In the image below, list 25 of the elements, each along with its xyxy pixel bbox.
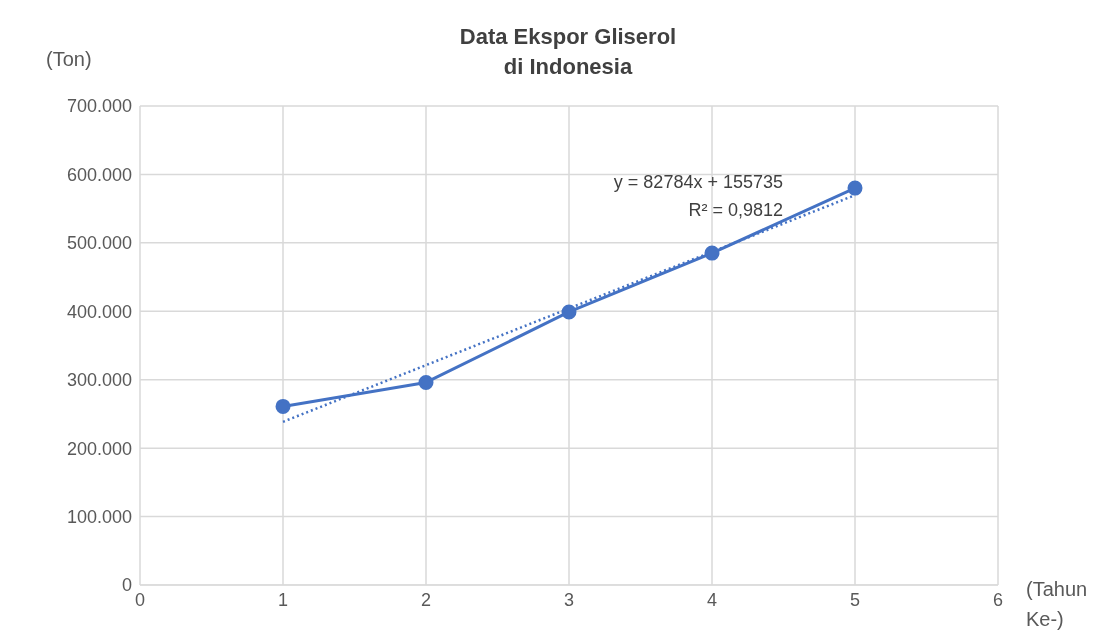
point xyxy=(561,304,577,320)
x-axis-title: (Tahun Ke-) xyxy=(1026,577,1089,632)
x-tick-label: 4 xyxy=(706,589,718,610)
y-tick-label: 0 xyxy=(121,575,132,596)
y-tick-label: 100.000 xyxy=(66,506,132,527)
x-tick-label: 0 xyxy=(134,589,146,610)
annotation: y = 82784x + 155735 xyxy=(612,171,783,194)
point xyxy=(418,374,434,390)
x-tick-label: 5 xyxy=(849,589,861,610)
y-axis-title: (Ton) xyxy=(46,48,92,71)
y-tick-label: 600.000 xyxy=(66,164,132,185)
y-tick-label: 400.000 xyxy=(66,301,132,322)
point xyxy=(704,245,720,261)
x-tick-label: 1 xyxy=(277,589,289,610)
point xyxy=(847,180,863,196)
x-tick-label: 6 xyxy=(992,589,1004,610)
point xyxy=(275,398,291,414)
x-tick-label: 2 xyxy=(420,589,432,610)
x-tick-label: 3 xyxy=(563,589,575,610)
y-tick-label: 500.000 xyxy=(66,233,132,254)
y-tick-label: 200.000 xyxy=(66,438,132,459)
y-tick-label: 700.000 xyxy=(66,96,132,117)
annotation: R² = 0,9812 xyxy=(687,199,783,222)
chart-title: Data Ekspor Gliserol di Indonesia xyxy=(458,23,678,81)
y-tick-label: 300.000 xyxy=(66,370,132,391)
